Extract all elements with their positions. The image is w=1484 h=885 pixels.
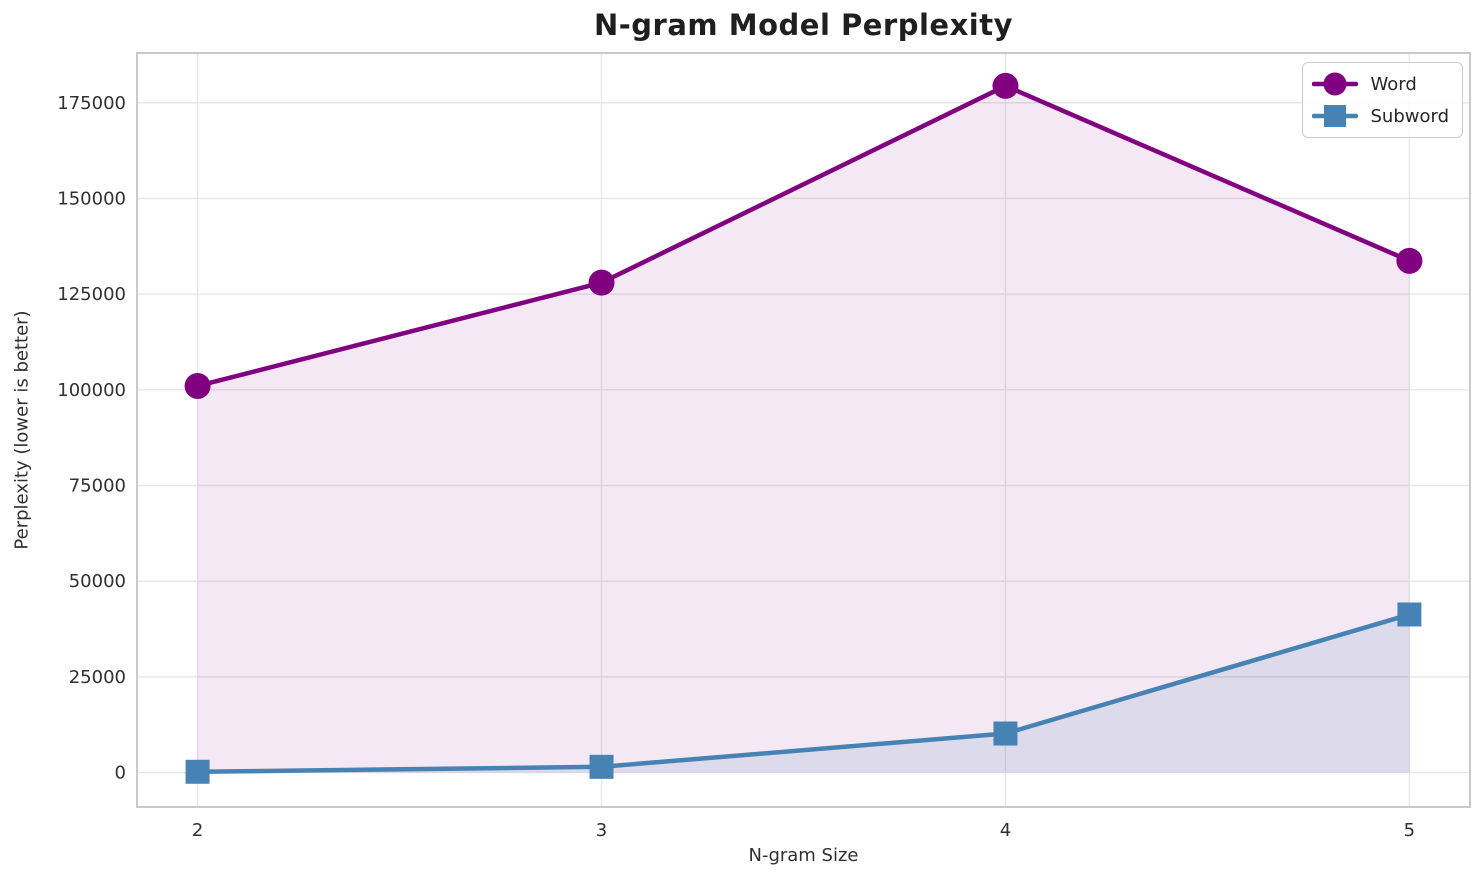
legend: Word Subword [1302, 62, 1463, 138]
series-subword-marker [185, 759, 210, 784]
chart-title: N-gram Model Perplexity [593, 8, 1013, 42]
series-word-area [197, 85, 1410, 773]
y-tick-label: 75000 [69, 475, 126, 496]
series-subword-area [197, 614, 1410, 773]
series-word-line [195, 83, 1412, 389]
series-word-marker [1396, 247, 1423, 274]
series-subword-marker [993, 721, 1018, 746]
series-word-marker [588, 269, 615, 296]
series-subword-marker [589, 754, 614, 779]
legend-label: Subword [1370, 105, 1449, 127]
y-tick-label: 100000 [57, 380, 126, 401]
series-word-marker [184, 372, 211, 399]
y-tick-label: 125000 [57, 284, 126, 305]
series-subword-line [195, 612, 1412, 775]
square-marker-icon [1312, 105, 1359, 127]
x-axis-label: N-gram Size [748, 845, 859, 866]
y-tick-label: 150000 [57, 188, 126, 209]
y-tick-label: 25000 [69, 667, 126, 688]
legend-item-subword: Subword [1312, 100, 1449, 132]
plot-border [136, 52, 1471, 808]
x-tick-label: 4 [1000, 820, 1011, 841]
y-tick-label: 175000 [57, 93, 126, 114]
x-tick-label: 5 [1404, 820, 1415, 841]
series-subword-marker [1397, 602, 1422, 627]
x-tick-label: 2 [192, 820, 203, 841]
y-tick-label: 50000 [69, 571, 126, 592]
y-tick-label: 0 [115, 763, 126, 784]
x-tick-label: 3 [596, 820, 607, 841]
circle-marker-icon [1312, 72, 1359, 96]
legend-item-word: Word [1312, 68, 1449, 100]
series-word-marker [992, 72, 1019, 99]
legend-label: Word [1370, 73, 1417, 95]
y-axis-label: Perplexity (lower is better) [11, 310, 33, 550]
